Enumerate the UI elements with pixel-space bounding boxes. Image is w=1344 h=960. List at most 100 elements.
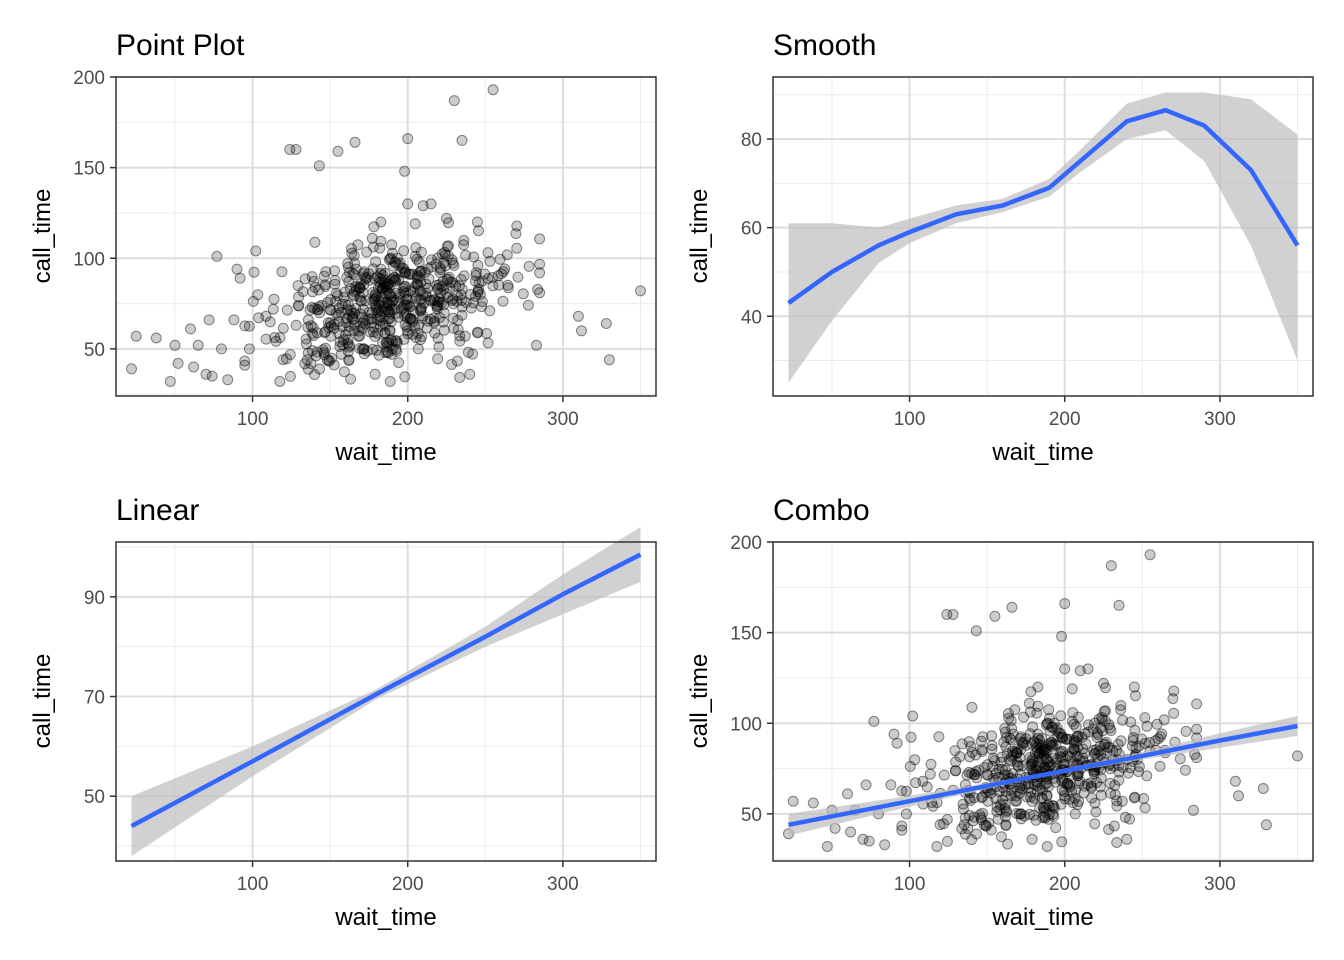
data-point (487, 84, 499, 96)
data-point (900, 785, 912, 797)
data-point (1139, 738, 1151, 749)
data-point (1072, 730, 1084, 742)
data-point (1104, 742, 1116, 753)
data-point (1152, 733, 1164, 745)
data-point (1112, 739, 1124, 750)
data-point (1045, 739, 1057, 751)
data-point (318, 270, 330, 282)
data-point (435, 288, 447, 300)
data-point (222, 374, 234, 386)
data-point (1040, 747, 1052, 759)
data-point (879, 839, 891, 851)
data-point (371, 314, 383, 325)
data-point (464, 368, 476, 380)
data-point (1074, 665, 1086, 677)
data-point (393, 259, 405, 271)
data-point (270, 335, 282, 347)
data-point (1064, 781, 1076, 793)
data-point (1292, 750, 1303, 762)
data-point (1026, 833, 1038, 845)
data-point (1094, 781, 1106, 793)
data-point (319, 326, 331, 338)
data-point (1041, 790, 1053, 802)
data-point (1013, 808, 1025, 820)
data-point (999, 802, 1011, 814)
x-tick-label: 100 (894, 874, 926, 895)
data-point (374, 315, 386, 327)
data-point (1004, 732, 1016, 744)
data-point (307, 322, 319, 334)
data-point (389, 256, 401, 268)
data-point (1000, 819, 1012, 831)
data-point (323, 354, 335, 366)
data-point (980, 820, 992, 832)
data-point (376, 283, 388, 294)
data-point (206, 370, 218, 382)
data-point (472, 285, 484, 297)
data-point (1034, 802, 1046, 814)
data-point (398, 263, 410, 275)
data-point (369, 290, 381, 302)
data-point (413, 271, 425, 283)
data-point (428, 312, 440, 324)
data-point (1045, 737, 1057, 748)
data-point (1115, 704, 1127, 716)
data-point (358, 315, 370, 327)
data-point (1088, 768, 1100, 780)
data-point (1033, 756, 1045, 768)
data-point (974, 809, 986, 821)
data-point (313, 284, 325, 296)
plot-area-3: 100 200 300 50 70 90 (84, 527, 657, 895)
data-point (253, 312, 265, 324)
data-point (447, 257, 459, 269)
data-point (1191, 723, 1203, 735)
data-point (329, 278, 341, 290)
data-point (1036, 785, 1048, 796)
data-point (297, 286, 309, 298)
data-point (487, 280, 499, 292)
data-point (439, 249, 451, 261)
data-point (441, 240, 453, 252)
data-point (1100, 705, 1111, 717)
data-point (399, 310, 410, 321)
data-point (389, 271, 401, 283)
data-point (398, 286, 410, 298)
data-point (501, 249, 513, 261)
data-point (1061, 733, 1073, 745)
data-point (342, 337, 354, 349)
data-point (306, 271, 318, 283)
data-point (1051, 722, 1063, 734)
data-point (1041, 753, 1053, 765)
data-point (350, 280, 362, 292)
data-point (421, 283, 433, 294)
data-point (390, 273, 402, 285)
data-point (372, 282, 384, 294)
data-point (447, 277, 459, 288)
data-point (252, 289, 264, 301)
data-point (1049, 776, 1061, 788)
data-point (314, 363, 326, 375)
data-point (415, 265, 427, 277)
data-point (368, 221, 380, 233)
data-point (375, 235, 387, 247)
data-point (1033, 739, 1045, 751)
data-point (999, 769, 1010, 781)
data-point (1032, 681, 1044, 693)
data-point (374, 311, 386, 323)
data-point (401, 325, 413, 337)
x-tick-label: 300 (1204, 874, 1236, 895)
data-point (343, 354, 355, 366)
data-point (1115, 735, 1127, 747)
data-point (333, 316, 345, 328)
data-point (1000, 785, 1012, 797)
data-point (458, 235, 470, 246)
data-point (390, 343, 402, 355)
data-point (383, 282, 395, 294)
data-point (373, 296, 385, 308)
data-point (318, 349, 330, 361)
data-point (436, 297, 448, 308)
data-point (931, 841, 943, 852)
data-point (904, 760, 916, 772)
x-axis-title: wait_time (334, 904, 436, 931)
data-point (290, 144, 302, 155)
